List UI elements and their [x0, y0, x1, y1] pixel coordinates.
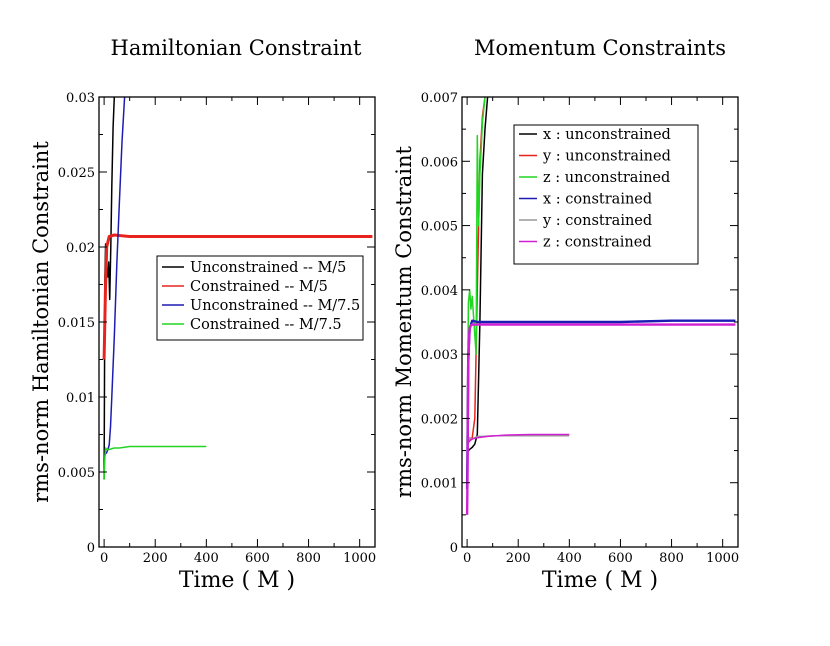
legend-entry-label: x : unconstrained — [543, 127, 671, 143]
legend-box — [156, 255, 364, 341]
chart-panel-1: Hamiltonian Constraint 0 200 400 600 800 1000 T… — [29, 36, 376, 593]
legend-box — [513, 124, 699, 265]
series-line-4 — [465, 319, 736, 490]
y-tick-label: 0.03 — [66, 91, 95, 106]
y-tick-label: 0.005 — [421, 220, 458, 235]
y-axis: 0 0.001 0.002 0.003 0.004 0.005 0.006 0.007 — [421, 91, 738, 556]
x-axis: 0 200 400 600 800 1000 — [463, 97, 739, 566]
x-tick-label: 400 — [557, 551, 582, 566]
y-tick-label: 0.003 — [421, 348, 458, 363]
legend-entry-label: y : constrained — [542, 213, 652, 229]
legend-entry-label: y : unconstrained — [542, 149, 671, 165]
legend: Unconstrained -- M/5 Constrained -- M/5 Un… — [156, 255, 364, 341]
legend: x : unconstrained y : unconstrained z : un… — [513, 124, 699, 265]
series-line-5 — [466, 435, 570, 445]
y-tick-label: 0.007 — [421, 91, 458, 106]
y-tick-label: 0.01 — [66, 391, 95, 406]
legend-entry-label: Constrained -- M/7.5 — [190, 317, 342, 333]
y-tick-label: 0.02 — [66, 241, 95, 256]
x-tick-label: 800 — [659, 551, 684, 566]
legend-entry-label: z : unconstrained — [543, 170, 670, 186]
legend-entry-label: x : constrained — [543, 192, 652, 208]
series-line-3 — [103, 97, 126, 458]
y-axis-label: rms-norm Hamiltonian Constraint — [29, 141, 53, 503]
y-tick-label: 0.004 — [421, 284, 458, 299]
series-lines — [465, 97, 736, 515]
series-line-2 — [102, 233, 373, 360]
chart-title: Hamiltonian Constraint — [111, 36, 362, 60]
x-tick-label: 600 — [245, 551, 270, 566]
series-line-6 — [465, 323, 736, 515]
x-tick-label: 1000 — [343, 551, 376, 566]
x-axis: 0 200 400 600 800 1000 — [100, 97, 376, 566]
x-tick-label: 600 — [608, 551, 633, 566]
y-tick-label: 0.015 — [58, 316, 95, 331]
x-tick-label: 400 — [194, 551, 219, 566]
y-axis-label: rms-norm Momentum Constraint — [392, 146, 416, 498]
series-lines — [102, 97, 373, 480]
legend-entry-label: Unconstrained -- M/5 — [190, 260, 346, 276]
series-line-3 — [466, 97, 486, 445]
series-line-1 — [467, 97, 489, 452]
series-line-4 — [103, 445, 207, 480]
x-tick-label: 200 — [506, 551, 531, 566]
y-tick-label: 0.001 — [421, 477, 458, 492]
x-axis-label: Time ( M ) — [542, 568, 658, 593]
y-tick-label: 0.025 — [58, 166, 95, 181]
chart-title: Momentum Constraints — [474, 36, 726, 60]
legend-entry-label: Unconstrained -- M/7.5 — [190, 298, 360, 314]
x-tick-label: 200 — [143, 551, 168, 566]
chart-panel-2: Momentum Constraints 0 200 400 600 800 1000 Tim… — [392, 36, 739, 593]
x-tick-label: 800 — [296, 551, 321, 566]
y-tick-label: 0.002 — [421, 412, 458, 427]
legend-entry-label: Constrained -- M/5 — [190, 279, 328, 295]
y-tick-label: 0.006 — [421, 155, 458, 170]
series-line-7 — [469, 433, 570, 442]
x-tick-label: 0 — [100, 551, 108, 566]
y-tick-label: 0 — [450, 541, 458, 556]
legend-entry-label: z : constrained — [543, 235, 652, 251]
y-axis: 0 0.005 0.01 0.015 0.02 0.025 0.03 — [58, 91, 375, 556]
x-axis-label: Time ( M ) — [179, 568, 295, 593]
y-tick-label: 0.005 — [58, 466, 95, 481]
x-tick-label: 1000 — [706, 551, 739, 566]
x-tick-label: 0 — [463, 551, 471, 566]
y-tick-label: 0 — [87, 541, 95, 556]
